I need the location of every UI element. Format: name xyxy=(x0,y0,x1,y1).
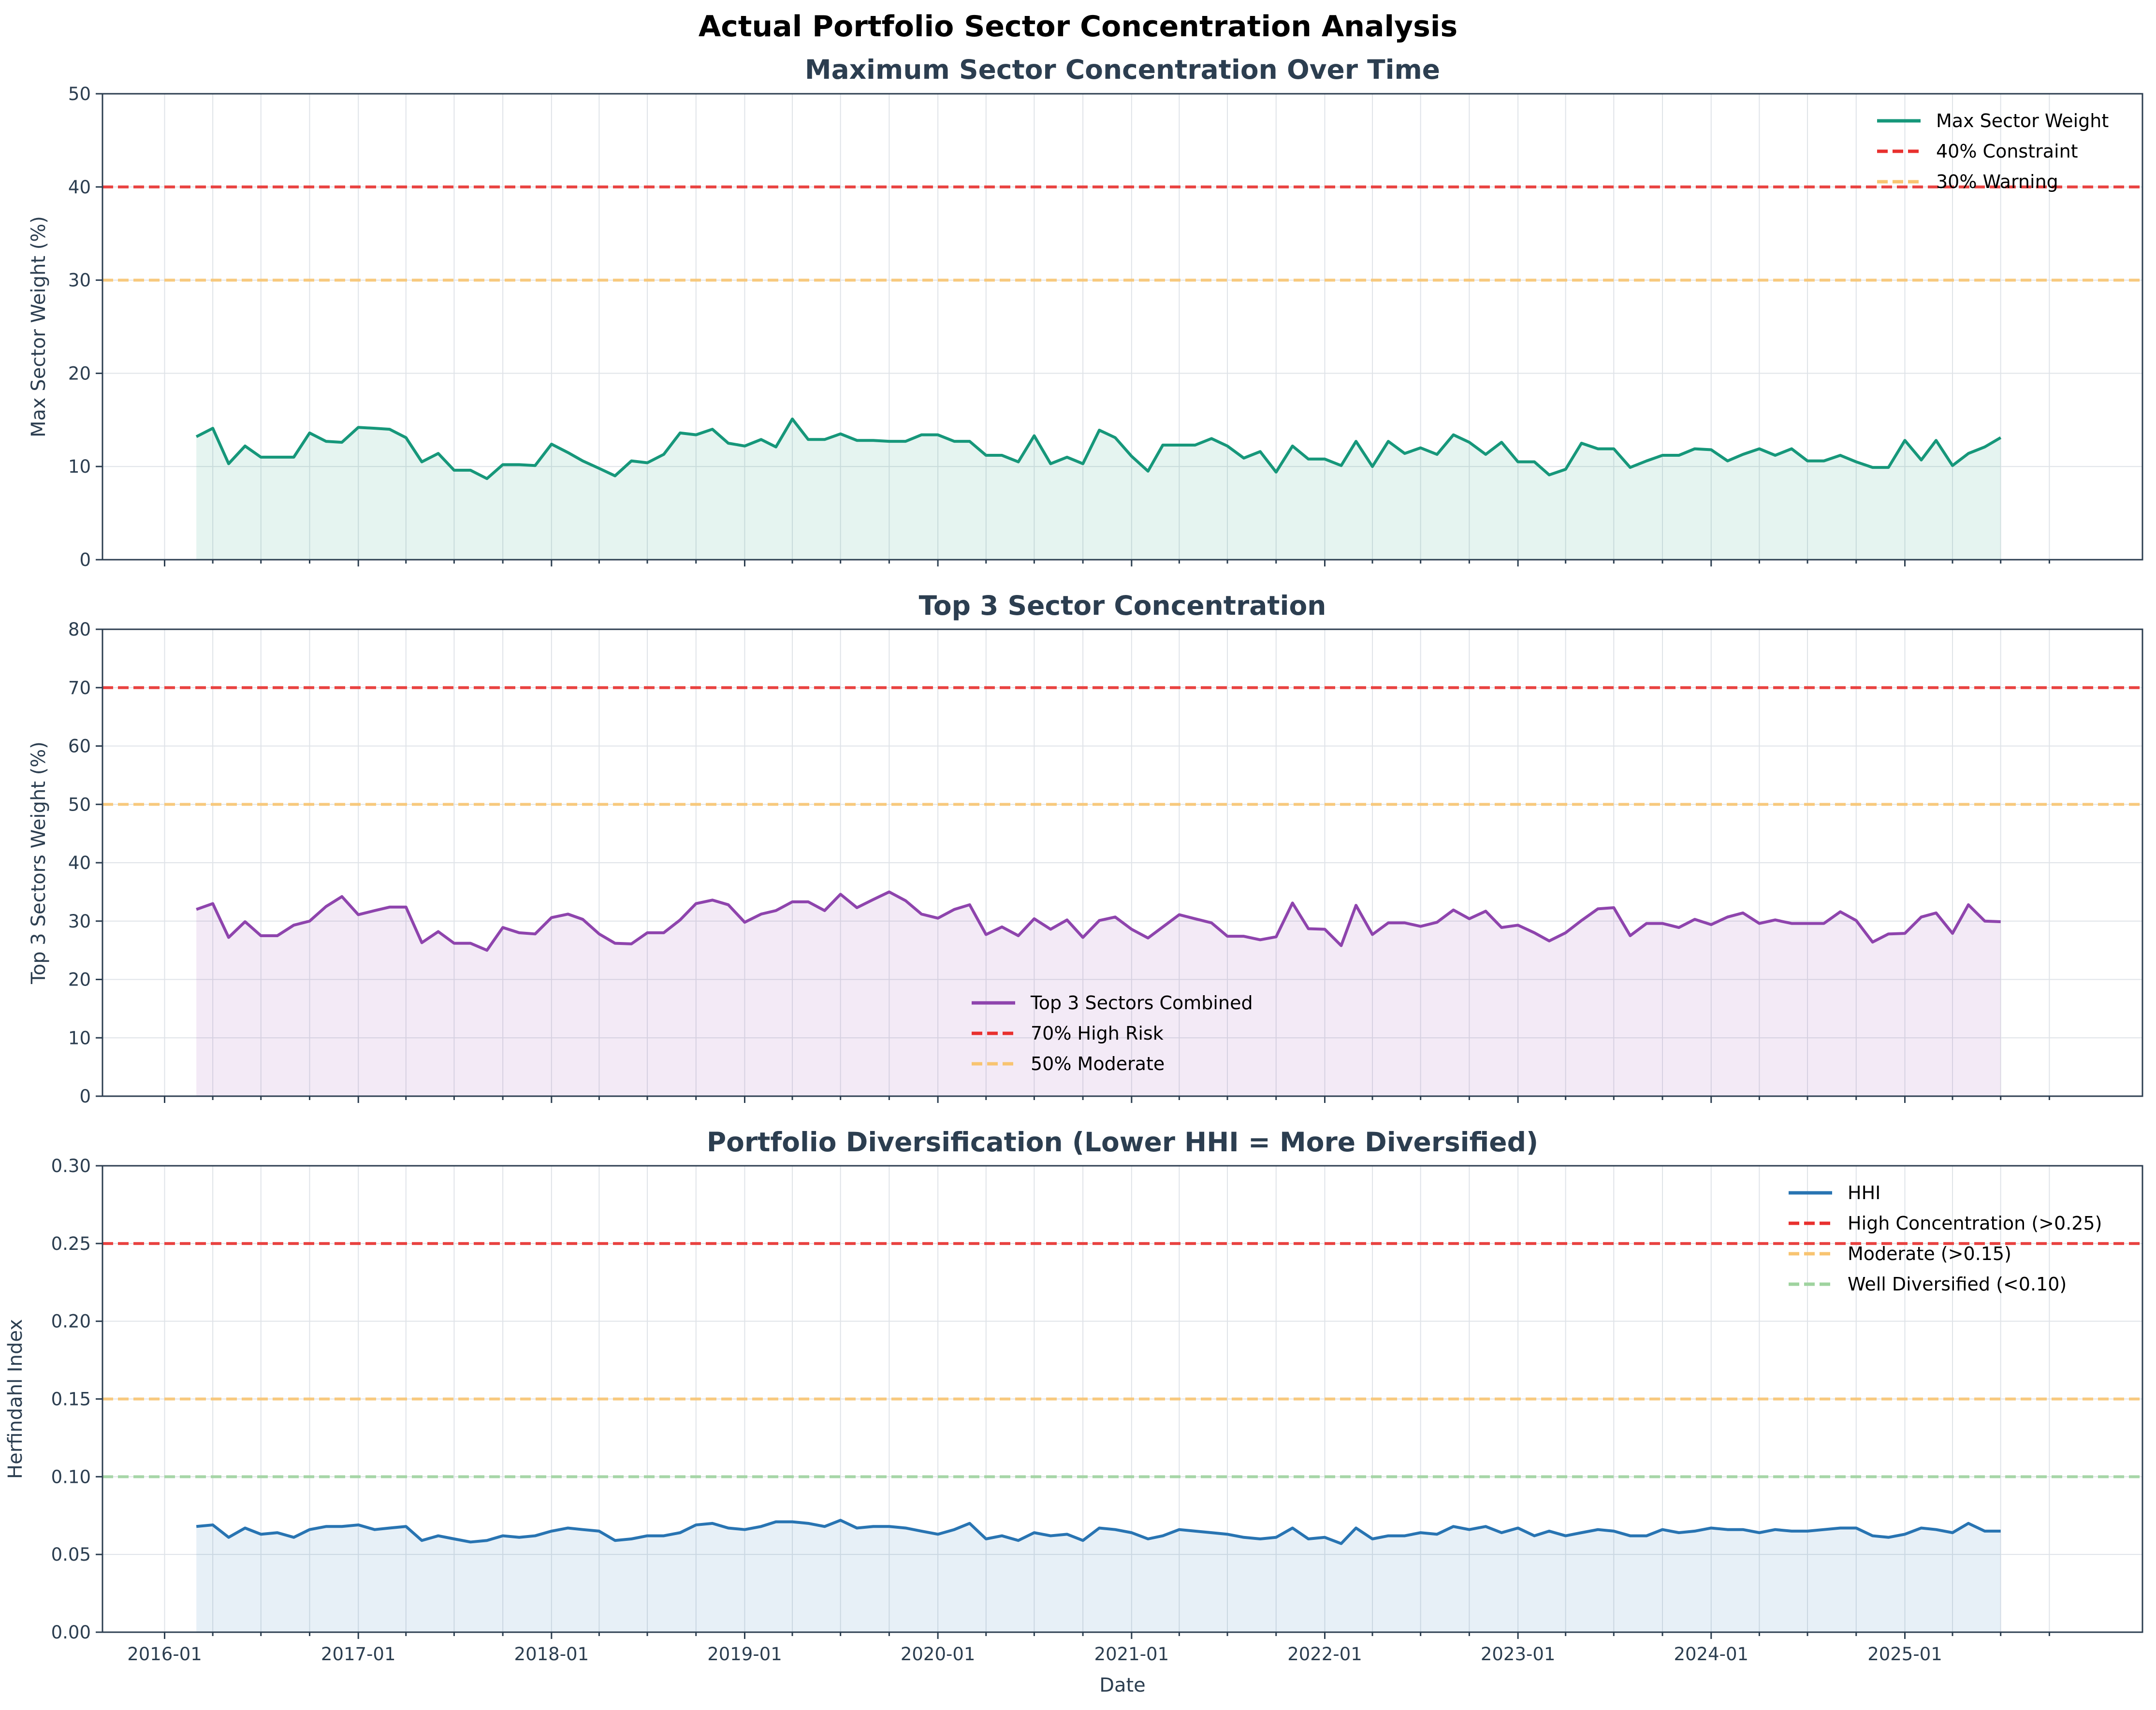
x-tick-label: 2021-01 xyxy=(1094,1644,1169,1665)
legend-label: 50% Moderate xyxy=(1031,1053,1165,1074)
chart-panels: 0 10 20 30 40 50 Maximum Sector Concentration … xyxy=(4,54,2143,1665)
y-tick-label: 80 xyxy=(68,619,91,640)
y-tick-label: 50 xyxy=(68,794,91,815)
y-tick-label: 0.00 xyxy=(51,1622,91,1643)
chart-panel-2: 0 10 20 30 40 50 60 70 80 Top 3 Sector Concentrat… xyxy=(28,590,2143,1107)
legend-label: Well Diversified (<0.10) xyxy=(1848,1274,2067,1295)
y-tick-label: 20 xyxy=(68,970,91,990)
legend-label: 70% High Risk xyxy=(1031,1023,1164,1044)
panel-title: Maximum Sector Concentration Over Time xyxy=(805,54,1440,85)
chart-panel-3: 0.00 0.05 0.10 0.15 0.20 0.25 0.30 2016-01 2017-… xyxy=(4,1127,2143,1665)
y-tick-label: 60 xyxy=(68,736,91,757)
y-tick-label: 40 xyxy=(68,177,91,198)
legend-label: Max Sector Weight xyxy=(1936,110,2109,131)
y-tick-label: 50 xyxy=(68,84,91,104)
figure-title: Actual Portfolio Sector Concentration An… xyxy=(699,10,1457,43)
series-line xyxy=(196,890,2001,952)
y-tick-label: 40 xyxy=(68,853,91,873)
series-line xyxy=(196,1519,2001,1545)
y-axis-label: Top 3 Sectors Weight (%) xyxy=(28,741,50,985)
x-tick-label: 2025-01 xyxy=(1867,1644,1942,1665)
legend-label: 40% Constraint xyxy=(1936,141,2078,162)
series-area xyxy=(196,419,2001,560)
y-axis-label: Herfindahl Index xyxy=(4,1319,27,1479)
x-tick-label: 2016-01 xyxy=(127,1644,202,1665)
y-tick-label: 0.30 xyxy=(51,1156,91,1176)
legend-label: Moderate (>0.15) xyxy=(1848,1243,2011,1264)
legend-label: 30% Warning xyxy=(1936,171,2058,192)
legend-label: High Concentration (>0.25) xyxy=(1848,1213,2102,1234)
legend-label: Top 3 Sectors Combined xyxy=(1030,992,1253,1014)
x-tick-label: 2023-01 xyxy=(1481,1644,1556,1665)
series-area xyxy=(196,1520,2001,1632)
y-tick-label: 10 xyxy=(68,1028,91,1048)
x-tick-label: 2018-01 xyxy=(514,1644,589,1665)
legend-label: HHI xyxy=(1848,1182,1880,1203)
x-tick-label: 2022-01 xyxy=(1287,1644,1362,1665)
y-tick-label: 30 xyxy=(68,911,91,932)
y-tick-label: 0 xyxy=(79,1086,91,1107)
y-tick-label: 20 xyxy=(68,363,91,384)
y-axis-label: Max Sector Weight (%) xyxy=(28,216,50,437)
series-line xyxy=(195,417,2002,480)
x-tick-label: 2019-01 xyxy=(707,1644,782,1665)
y-tick-label: 0.10 xyxy=(51,1466,91,1487)
chart-panel-1: 0 10 20 30 40 50 Maximum Sector Concentration … xyxy=(28,54,2143,570)
x-tick-label: 2024-01 xyxy=(1674,1644,1748,1665)
legend: Top 3 Sectors Combined 70% High Risk 50% M… xyxy=(972,992,1253,1074)
legend: Max Sector Weight 40% Constraint 30% Warni… xyxy=(1877,110,2109,192)
y-tick-label: 0.20 xyxy=(51,1311,91,1332)
x-tick-label: 2020-01 xyxy=(901,1644,976,1665)
series-area xyxy=(196,892,2001,1096)
y-tick-label: 70 xyxy=(68,678,91,698)
y-tick-label: 30 xyxy=(68,270,91,291)
x-tick-label: 2017-01 xyxy=(321,1644,396,1665)
legend: HHI High Concentration (>0.25) Moderate (>… xyxy=(1789,1182,2102,1295)
y-tick-label: 0.15 xyxy=(51,1389,91,1410)
y-tick-label: 0.25 xyxy=(51,1233,91,1254)
y-tick-label: 0.05 xyxy=(51,1544,91,1565)
y-tick-label: 0 xyxy=(79,550,91,570)
axes-frame xyxy=(102,93,2143,561)
panel-title: Portfolio Diversification (Lower HHI = M… xyxy=(707,1127,1538,1158)
panel-title: Top 3 Sector Concentration xyxy=(919,590,1326,621)
x-axis-label: Date xyxy=(1099,1674,1146,1696)
y-tick-label: 10 xyxy=(68,456,91,477)
